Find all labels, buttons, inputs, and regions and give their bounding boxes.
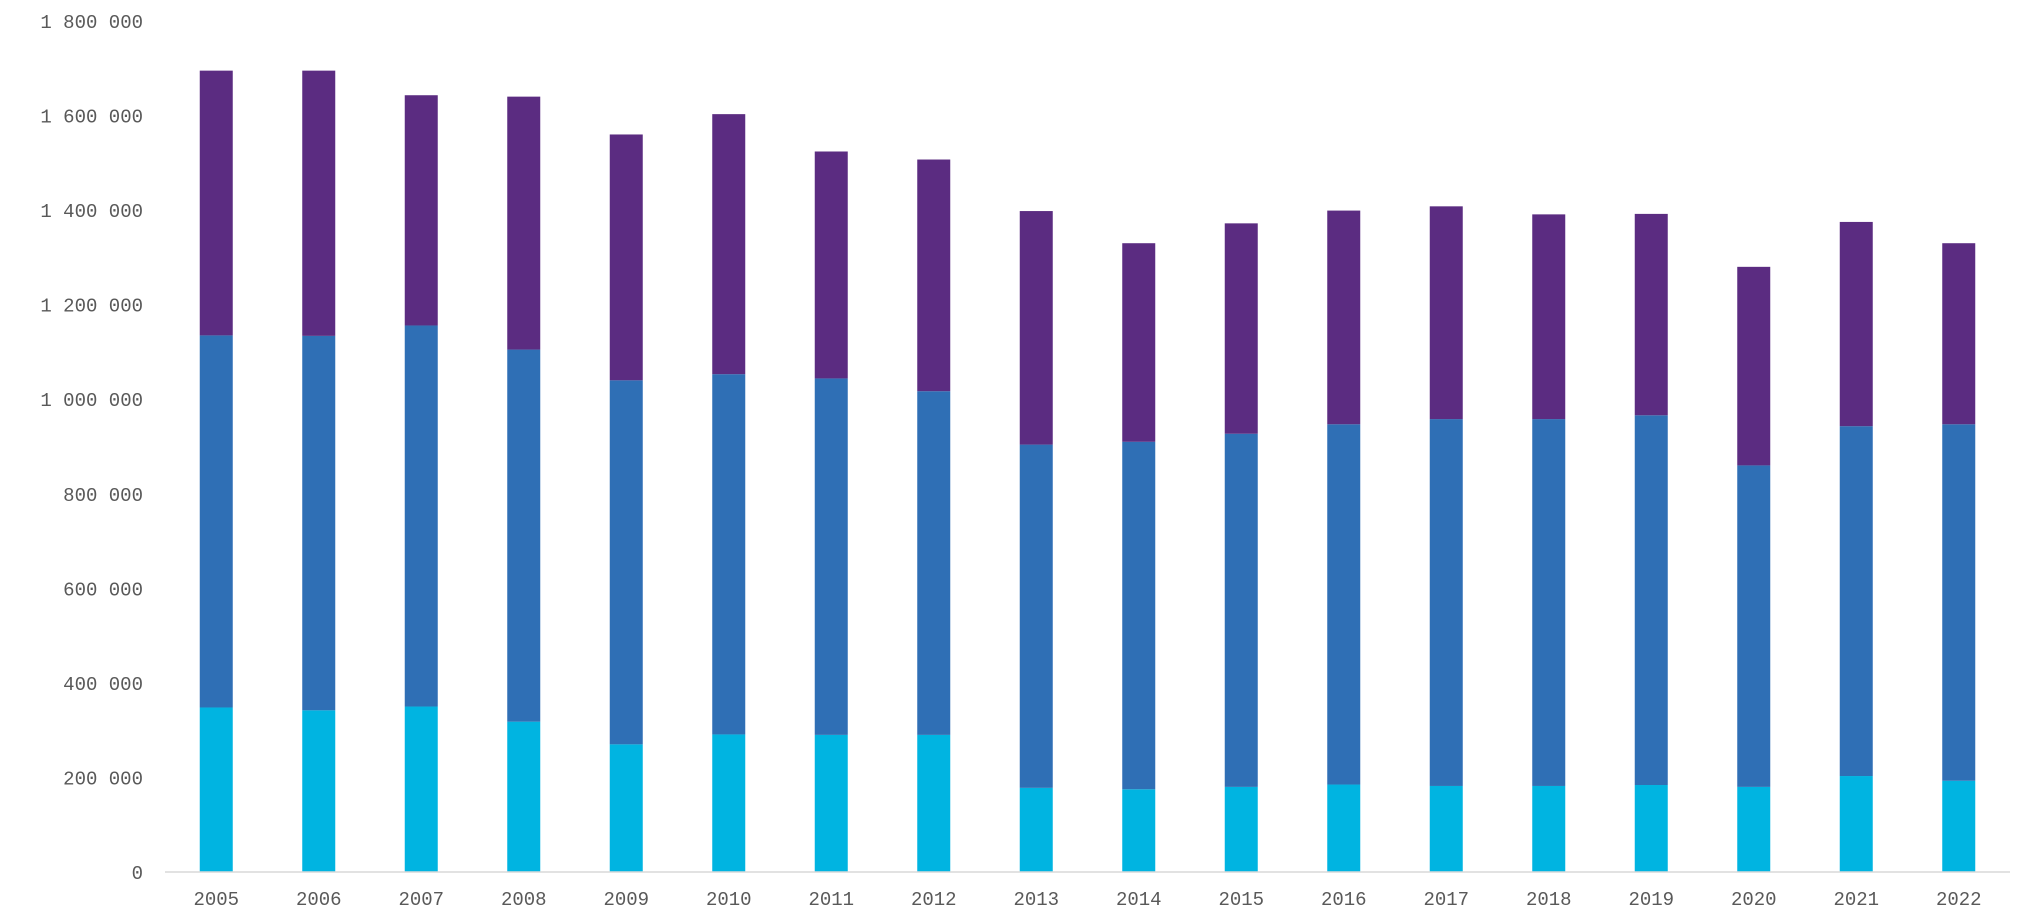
bar-segment-2012-series-1 [917,734,951,872]
bar-segment-2019-series-2 [1634,415,1668,786]
x-tick-label-2008: 2008 [501,889,547,911]
x-tick-label-2007: 2007 [398,889,444,911]
bar-segment-2014-series-3 [1122,243,1156,442]
bar-segment-2021-series-2 [1839,426,1873,777]
y-tick-label: 600 000 [63,579,143,601]
y-tick-label: 1 800 000 [40,12,143,34]
bar-segment-2017-series-3 [1429,206,1463,420]
bar-segment-2009-series-3 [609,134,643,381]
bar-segment-2014-series-2 [1122,441,1156,790]
bar-segment-2005-series-1 [199,707,233,872]
bar-segment-2009-series-1 [609,744,643,872]
x-tick-label-2018: 2018 [1526,889,1572,911]
bar-segment-2016-series-3 [1327,210,1361,425]
y-tick-label: 1 600 000 [40,107,143,129]
bar-segment-2007-series-1 [404,706,438,872]
bar-segment-2008-series-3 [507,96,541,350]
bar-segment-2021-series-3 [1839,221,1873,427]
bars-layer [199,70,1976,872]
x-tick-label-2013: 2013 [1013,889,1059,911]
x-tick-label-2011: 2011 [808,889,854,911]
x-tick-label-2006: 2006 [296,889,342,911]
y-tick-label: 1 400 000 [40,201,143,223]
bar-segment-2022-series-1 [1942,780,1976,872]
bar-segment-2008-series-1 [507,721,541,872]
bar-segment-2020-series-2 [1737,465,1771,787]
x-tick-label-2009: 2009 [603,889,649,911]
bar-segment-2015-series-1 [1224,786,1258,872]
y-tick-label: 1 000 000 [40,390,143,412]
x-tick-label-2019: 2019 [1628,889,1674,911]
bar-segment-2007-series-3 [404,95,438,326]
bar-segment-2019-series-1 [1634,785,1668,872]
bar-segment-2013-series-1 [1019,787,1053,872]
bar-segment-2017-series-1 [1429,785,1463,872]
bar-segment-2006-series-2 [302,335,336,711]
y-tick-label: 200 000 [63,768,143,790]
y-tick-label: 0 [132,863,143,885]
y-axis-tick-labels: 0 200 000 400 000 600 000 800 000 1 000 000 1 … [40,12,143,885]
bar-segment-2014-series-1 [1122,789,1156,872]
bar-segment-2008-series-2 [507,349,541,722]
bar-segment-2011-series-3 [814,151,848,379]
bar-segment-2015-series-2 [1224,433,1258,787]
bar-segment-2010-series-3 [712,114,746,375]
bar-segment-2019-series-3 [1634,213,1668,416]
bar-segment-2016-series-1 [1327,784,1361,872]
bar-segment-2010-series-2 [712,374,746,735]
bar-segment-2018-series-2 [1532,419,1566,786]
bar-segment-2012-series-2 [917,391,951,735]
bar-segment-2011-series-2 [814,378,848,735]
x-tick-label-2020: 2020 [1731,889,1777,911]
bar-segment-2021-series-1 [1839,776,1873,872]
bar-segment-2018-series-1 [1532,785,1566,872]
bar-segment-2006-series-3 [302,70,336,336]
bar-segment-2022-series-3 [1942,243,1976,425]
bar-segment-2018-series-3 [1532,214,1566,420]
bar-segment-2020-series-1 [1737,786,1771,872]
bar-segment-2015-series-3 [1224,223,1258,434]
bar-segment-2020-series-3 [1737,266,1771,466]
x-tick-label-2022: 2022 [1936,889,1982,911]
x-tick-label-2012: 2012 [911,889,957,911]
x-tick-label-2016: 2016 [1321,889,1367,911]
bar-segment-2006-series-1 [302,710,336,872]
y-tick-label: 1 200 000 [40,296,143,318]
bar-segment-2017-series-2 [1429,419,1463,786]
bar-segment-2007-series-2 [404,325,438,707]
bar-segment-2009-series-2 [609,380,643,745]
x-tick-label-2017: 2017 [1423,889,1469,911]
bar-segment-2005-series-3 [199,70,233,336]
x-tick-label-2005: 2005 [193,889,239,911]
bar-segment-2016-series-2 [1327,424,1361,785]
y-tick-label: 800 000 [63,485,143,507]
bar-segment-2013-series-2 [1019,444,1053,788]
bar-segment-2005-series-2 [199,335,233,708]
x-axis-tick-labels: 2005 2006 2007 2008 2009 2010 2011 2012 2013 2014… [193,889,1981,911]
x-tick-label-2014: 2014 [1116,889,1162,911]
bar-segment-2022-series-2 [1942,424,1976,781]
bar-segment-2010-series-1 [712,734,746,872]
x-tick-label-2010: 2010 [706,889,752,911]
bar-segment-2012-series-3 [917,159,951,392]
x-tick-label-2021: 2021 [1833,889,1879,911]
bar-segment-2013-series-3 [1019,211,1053,445]
x-tick-label-2015: 2015 [1218,889,1264,911]
bar-segment-2011-series-1 [814,734,848,872]
y-tick-label: 400 000 [63,674,143,696]
